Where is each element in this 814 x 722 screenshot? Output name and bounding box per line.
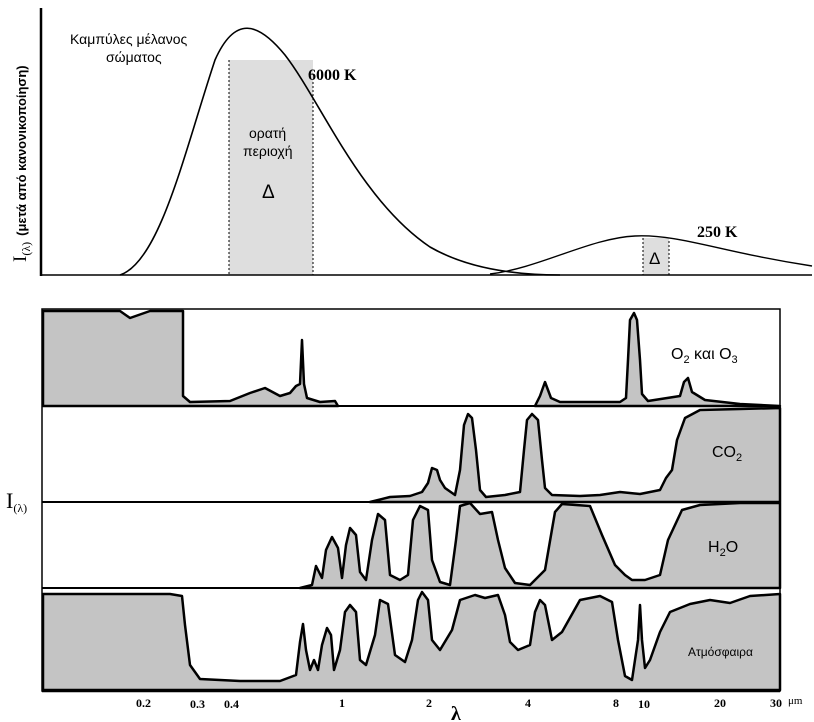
xtick-30: 30 [770,696,782,710]
visible-label-line1: ορατή [249,125,286,141]
absorption-atmosphere [41,590,782,692]
top-ylabel: I(λ)(μετά από κανονικοποίηση) [10,65,33,262]
curves-label-line2: σώματος [106,49,162,65]
blackbody-curve-250k [489,235,813,275]
xtick-0-3: 0.3 [190,697,205,711]
bottom-ylabel: I(λ) [6,488,27,515]
curves-label-line1: Καμπύλες μέλανος [70,31,187,47]
ir-window-band [643,238,669,275]
row-label-h2o: H2O [708,539,738,559]
label-250k: 250 K [697,224,738,241]
label-6000k: 6000 K [308,67,357,84]
blackbody-curve-6000k [119,27,561,276]
absorption-o2-o3 [41,309,340,408]
xtick-1: 1 [339,696,345,710]
xtick-4: 4 [525,696,531,710]
row-label-co2: CO2 [712,444,742,464]
visible-region-band [229,60,313,275]
xtick-2: 2 [426,696,432,710]
xtick-0-4: 0.4 [224,697,239,711]
absorption-co2 [368,406,782,504]
absorption-o2-o3-ir [533,311,782,408]
row-label-o2-o3: O2 και O3 [671,346,738,366]
delta-visible-label: Δ [262,182,275,203]
x-unit: μm [788,695,803,707]
absorption-panel: O2 και O3 CO2 H2O Ατμόσφαιρα I(λ) 0.2 0.… [6,308,803,722]
blackbody-panel: I(λ)(μετά από κανονικοποίηση) Καμπύλες μ… [10,8,813,276]
xtick-20: 20 [714,696,726,710]
visible-label-line2: περιοχή [243,143,293,159]
xtick-8: 8 [613,696,619,710]
xtick-10: 10 [638,697,650,711]
absorption-h2o [298,501,782,590]
delta-ir-label: Δ [649,249,660,268]
row-label-atmosphere: Ατμόσφαιρα [688,645,753,659]
xtick-0-2: 0.2 [136,696,151,710]
x-axis-label: λ [451,703,461,722]
